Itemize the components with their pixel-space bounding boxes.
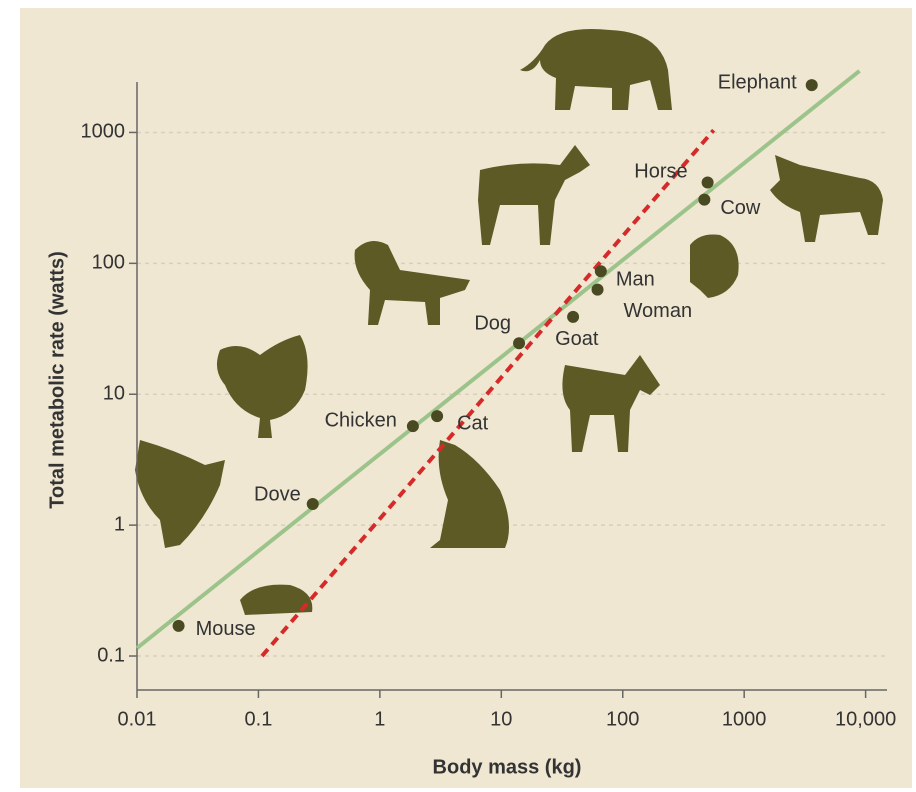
- x-tick-label: 1: [374, 708, 385, 730]
- grid: [137, 131, 887, 657]
- x-tick-label: 10,000: [835, 708, 896, 730]
- point-label: Dove: [254, 483, 301, 505]
- point-label: Man: [616, 269, 655, 291]
- x-tick-label: 100: [606, 708, 639, 730]
- y-tick-label: 100: [92, 252, 125, 274]
- point: [805, 79, 818, 92]
- point: [513, 337, 526, 350]
- x-tick-label: 10: [490, 708, 512, 730]
- point-label: Chicken: [325, 409, 397, 431]
- point-label: Horse: [634, 161, 687, 183]
- fit-line: [135, 69, 861, 650]
- y-tick-label: 1: [114, 513, 125, 535]
- y-tick-label: 0.1: [97, 644, 125, 666]
- point-label: Cow: [720, 197, 761, 219]
- point-label: Dog: [474, 313, 511, 335]
- point: [306, 498, 319, 511]
- y-axis-title: Total metabolic rate (watts): [46, 251, 68, 508]
- point: [172, 619, 185, 632]
- y-tick-label: 10: [103, 383, 125, 405]
- point: [567, 310, 580, 323]
- point: [701, 176, 714, 189]
- y-tick-label: 1000: [81, 121, 126, 143]
- point: [431, 410, 444, 423]
- x-axis-title: Body mass (kg): [433, 756, 582, 778]
- point: [406, 420, 419, 433]
- point: [698, 193, 711, 206]
- fit-line: [260, 128, 716, 658]
- point: [591, 283, 604, 296]
- x-tick-label: 0.01: [118, 708, 157, 730]
- silhouettes: [135, 29, 883, 615]
- point-label: Mouse: [196, 618, 256, 640]
- point-label: Cat: [457, 412, 489, 434]
- point-label: Woman: [624, 300, 693, 322]
- x-tick-label: 1000: [722, 708, 767, 730]
- point: [594, 265, 607, 278]
- background: [20, 8, 912, 788]
- x-tick-label: 0.1: [245, 708, 273, 730]
- point-label: Goat: [555, 328, 599, 350]
- point-label: Elephant: [718, 71, 797, 93]
